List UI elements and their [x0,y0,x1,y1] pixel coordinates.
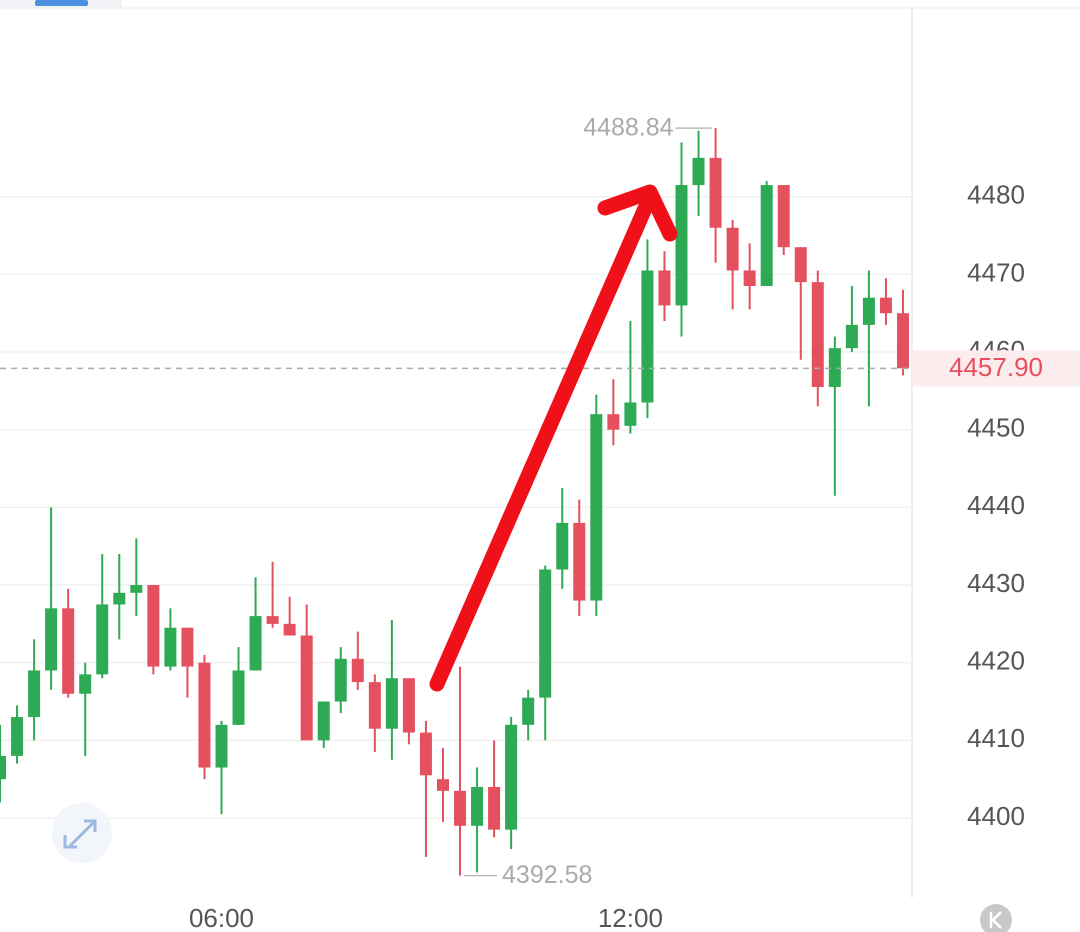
candle-body [624,402,637,426]
candle-body [794,247,807,283]
active-tab[interactable] [35,0,88,6]
expand-button[interactable] [52,803,112,863]
candle-body [726,227,739,271]
candle-body [351,658,364,683]
candle-body [743,270,756,287]
max-label: 4488.84 [583,114,673,142]
candle-body [130,585,143,593]
candle-body [590,414,603,601]
y-tick-label: 4430 [967,568,1025,598]
candle-body [675,185,688,306]
last-price-tag [913,350,1080,387]
candles [0,128,909,876]
candle-body [419,732,432,776]
candle-body [845,324,858,349]
candle-body [385,678,398,729]
candle-body [11,717,24,756]
candle-body [505,724,518,830]
candle-body [181,627,194,667]
candle-body [79,674,92,694]
candle-body [300,635,313,741]
candle-body [862,297,875,325]
candle-body [641,270,654,403]
y-tick-label: 4470 [967,257,1025,287]
k-button[interactable] [980,904,1012,932]
y-tick-label: 4420 [967,646,1025,676]
candle-body [709,157,722,228]
min-label: 4392.58 [502,861,592,889]
candle-body [28,670,41,718]
y-tick-label: 4400 [967,801,1025,831]
grid [0,195,912,819]
candle-body [436,779,449,791]
candle-body [760,185,773,287]
candle-body [0,755,7,780]
candle-body [334,658,347,702]
candle-body [692,157,705,186]
y-tick-label: 4410 [967,723,1025,753]
candle-body [522,697,535,725]
candle-body [232,670,245,725]
candle-body [658,270,671,306]
candle-body [828,348,841,387]
candle-body [573,522,586,601]
y-tick-label: 4450 [967,413,1025,443]
candle-body [402,678,415,733]
candle-body [266,616,279,624]
candle-body [556,522,569,570]
candle-body [317,701,330,741]
candle-body [471,786,484,826]
candle-body [249,616,262,671]
candle-body [113,592,126,605]
candle-body [368,682,381,729]
candle-body [539,569,552,698]
x-tick-label: 06:00 [189,903,254,932]
candle-body [147,585,160,667]
candle-body [96,604,109,675]
x-tick-label: 12:00 [598,903,663,932]
candle-body [896,313,909,369]
trend-arrowhead [597,184,678,242]
candle-body [164,627,177,667]
candle-body [62,608,75,694]
candle-body [777,185,790,248]
y-tick-label: 4480 [967,180,1025,210]
candle-body [454,790,467,826]
candle-body [198,662,211,768]
trend-arrow [429,189,658,692]
candle-body [488,786,501,830]
candle-body [607,414,620,430]
candle-body [811,282,824,387]
candle-body [879,297,892,314]
labels: 44004410442044304440445044604470448006:0… [0,114,1080,932]
candle-body [283,623,296,636]
candle-body [45,608,58,671]
candle-body [215,724,228,768]
y-tick-label: 4440 [967,490,1025,520]
last-price-label: 4457.90 [949,352,1043,382]
